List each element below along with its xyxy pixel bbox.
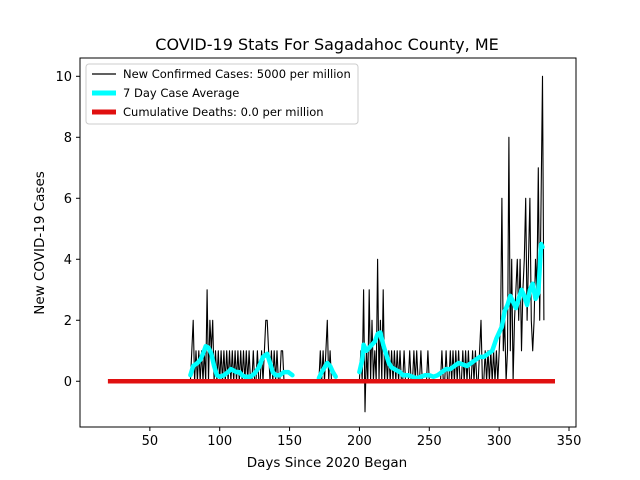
seven-day-average-segment: [357, 241, 545, 381]
y-tick-label: 10: [55, 70, 72, 85]
y-tick-label: 2: [64, 314, 72, 329]
seven-day-average-segment: [188, 343, 295, 379]
legend-label-new-cases: New Confirmed Cases: 5000 per million: [123, 67, 351, 81]
x-tick-label: 250: [417, 434, 442, 449]
legend-label-7-day-average: 7 Day Case Average: [123, 86, 239, 100]
y-tick-label: 0: [64, 375, 72, 390]
ticks-layer: 50 100 150 200 250 300 350 0 2 4 6 8 10: [55, 70, 581, 449]
x-tick-label: 100: [207, 434, 232, 449]
x-tick-label: 50: [142, 434, 159, 449]
x-axis-label: Days Since 2020 Began: [247, 455, 408, 471]
x-tick-label: 300: [487, 434, 512, 449]
plot-frame: [79, 57, 577, 428]
series-layer: [107, 75, 555, 413]
legend: New Confirmed Cases: 5000 per million 7 …: [85, 63, 359, 125]
y-axis-label: New COVID-19 Cases: [32, 171, 48, 315]
y-tick-label: 4: [64, 253, 72, 268]
chart-title: COVID-19 Stats For Sagadahoc County, ME: [155, 35, 498, 54]
seven-day-average-segment: [316, 360, 338, 381]
x-tick-label: 150: [277, 434, 302, 449]
y-tick-label: 8: [64, 131, 72, 146]
legend-frame: [85, 63, 359, 125]
y-tick-label: 6: [64, 192, 72, 207]
x-tick-label: 200: [347, 434, 372, 449]
legend-label-cumulative-deaths: Cumulative Deaths: 0.0 per million: [123, 105, 324, 119]
x-tick-label: 350: [557, 434, 582, 449]
